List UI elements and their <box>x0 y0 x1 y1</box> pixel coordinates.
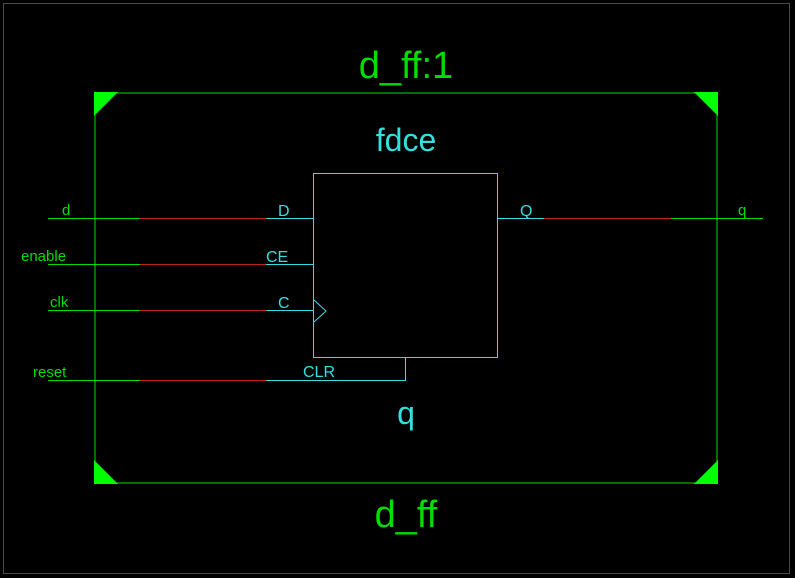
corner-marker-bottom-right <box>694 460 718 484</box>
pin-stub-clr <box>266 358 406 381</box>
pin-label-q: Q <box>520 203 532 220</box>
canvas-frame <box>3 3 790 574</box>
corner-marker-bottom-left <box>94 460 118 484</box>
port-label-clk: clk <box>50 294 69 311</box>
module-block[interactable] <box>94 92 718 484</box>
fdce-cell[interactable] <box>313 173 498 358</box>
port-label-reset: reset <box>33 364 67 381</box>
cell-type-label: fdce <box>376 122 436 158</box>
pin-label-c: C <box>278 295 290 312</box>
pin-label-d: D <box>278 203 290 220</box>
pin-label-clr: CLR <box>303 364 335 381</box>
port-label-enable: enable <box>21 248 66 265</box>
port-label-q: q <box>738 202 746 219</box>
net-reset[interactable] <box>48 358 406 381</box>
module-instance-label: d_ff:1 <box>359 45 453 87</box>
module-border <box>94 92 718 484</box>
cell-body <box>313 173 498 358</box>
module-name-label: d_ff <box>375 494 438 536</box>
pin-label-ce: CE <box>266 249 288 266</box>
corner-marker-top-right <box>694 92 718 116</box>
port-label-d: d <box>62 202 70 219</box>
clock-triangle-icon <box>313 299 327 323</box>
corner-marker-top-left <box>94 92 118 116</box>
cell-instance-label: q <box>397 395 415 431</box>
